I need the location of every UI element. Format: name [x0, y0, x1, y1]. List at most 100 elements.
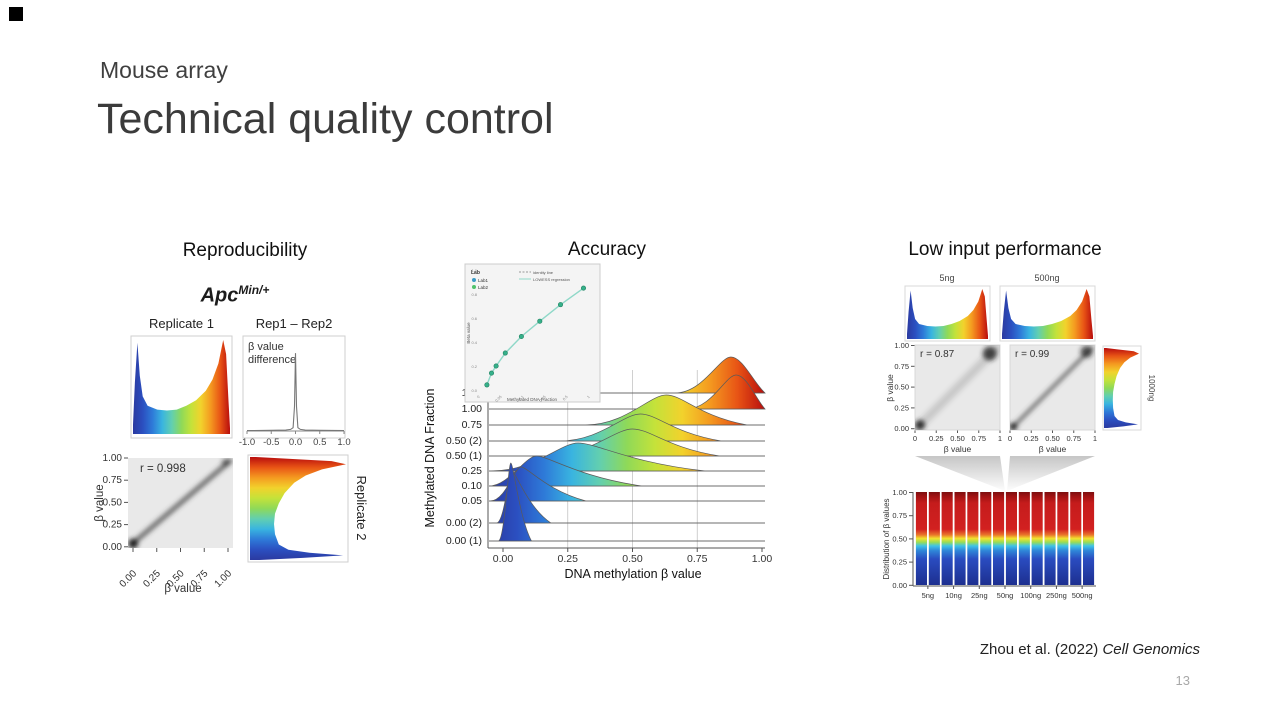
tick-label: 500ng: [1072, 591, 1093, 600]
tick-label: 0.25: [1024, 434, 1039, 443]
tick-label: 0.0: [289, 437, 302, 448]
tick-label: 0.25: [894, 403, 909, 412]
tick-label: 0.0: [471, 388, 477, 393]
tick-label: 0.6: [471, 316, 477, 321]
tick-label: 5ng: [922, 591, 935, 600]
inset-legend-item: Lab2: [478, 285, 489, 290]
tick-label: 0.4: [471, 340, 477, 345]
corner-marker: [9, 7, 23, 21]
tick-label: 0: [1008, 434, 1012, 443]
citation-journal: Cell Genomics: [1102, 641, 1200, 658]
tick-label: 0.00: [103, 542, 123, 553]
tick-label: 0.50 (2): [446, 435, 482, 447]
tick-label: 0.1: [518, 395, 525, 402]
replicate-scatter-density: r = 0.998: [128, 458, 233, 548]
tick-label: 10ng: [945, 591, 962, 600]
tick-label: 0.50: [894, 383, 909, 392]
funnels: [915, 456, 1095, 491]
tick-label: 0.00 (2): [446, 517, 482, 529]
accuracy-ridgeline: 1.001.000.750.50 (2)0.50 (1)0.250.100.05…: [423, 356, 773, 581]
tick-label: 0.50: [950, 434, 965, 443]
panel-header-reproducibility: Reproducibility: [182, 240, 308, 261]
diff-annotation: β value: [248, 341, 284, 353]
tick-label: 1.00: [103, 453, 123, 464]
y-axis-label: Methylated DNA Fraction: [423, 388, 437, 527]
page-number: 13: [1175, 673, 1190, 688]
tick-label: 1: [998, 434, 1002, 443]
tick-label: 0.50: [103, 497, 123, 508]
hist-5ng-title: 5ng: [939, 273, 954, 283]
replicate1-title: Replicate 1: [148, 316, 215, 331]
tick-label: 250ng: [1046, 591, 1067, 600]
tick-label: -0.5: [263, 437, 279, 448]
tick-label: 1.0: [471, 268, 477, 273]
tick-label: 1.0: [337, 437, 350, 448]
tick-label: 0.75: [894, 362, 909, 371]
tick-label: 0.25: [462, 465, 483, 477]
replicate1-histogram: [130, 335, 233, 439]
tick-label: 0.00: [892, 581, 907, 590]
tick-label: 0.00: [118, 568, 140, 590]
y-axis-label: β value: [885, 374, 895, 402]
tick-label: 0.25: [892, 558, 907, 567]
page-title: Technical quality control: [97, 95, 554, 143]
tick-label: 0.75: [103, 475, 123, 486]
tick-label: 1: [1093, 434, 1097, 443]
tick-label: 1.00: [462, 403, 483, 415]
tick-label: 0: [913, 434, 917, 443]
tick-label: 0.00: [493, 553, 514, 565]
tick-label: 1.00: [752, 553, 773, 565]
tick-label: 0.75: [462, 419, 483, 431]
hist-500ng-title: 500ng: [1034, 273, 1059, 283]
inset-legend-item: Lab1: [478, 278, 489, 283]
scatter-5ng: r = 0.87: [914, 344, 1001, 431]
tick-label: 100ng: [1020, 591, 1041, 600]
panel-header-low-input: Low input performance: [908, 239, 1102, 260]
tick-label: 0.05: [462, 495, 483, 507]
tick-label: -1.0: [239, 437, 255, 448]
inset-x-label: Methylated DNA Fraction: [507, 397, 558, 402]
tick-label: 0.75: [892, 511, 907, 520]
panel-header-accuracy: Accuracy: [567, 239, 647, 260]
y-axis-label: Distribution of β values: [882, 498, 891, 579]
tick-label: 0.25: [539, 395, 547, 403]
hist-500ng: 500ng: [999, 273, 1096, 342]
citation: Zhou et al. (2022) Cell Genomics: [979, 641, 1200, 658]
tick-label: 0.50: [1045, 434, 1060, 443]
tick-label: 1.00: [894, 341, 909, 350]
gene-superscript: Min/+: [238, 283, 270, 297]
tick-label: 0.10: [462, 480, 483, 492]
replicate2-title: Replicate 2: [354, 475, 369, 540]
tick-label: 0.5: [562, 395, 569, 402]
tick-label: 0.25: [558, 553, 579, 565]
tick-label: 0.25: [103, 520, 123, 531]
tick-label: 0.2: [471, 364, 477, 369]
scatter-5ng-axes: 1.00 0.75 0.50 0.25 0.00 β value 0 0.25 0.50 0.75…: [885, 341, 1097, 454]
funnel-left: [915, 456, 1005, 491]
tick-label: 0.50 (1): [446, 450, 482, 462]
tick-label: 1.00: [892, 488, 907, 497]
slide-kicker: Mouse array: [100, 57, 228, 83]
funnel-right: [1007, 456, 1095, 491]
diff-annotation: difference: [248, 354, 296, 366]
tick-label: 0.5: [313, 437, 326, 448]
replicate2-histogram: Replicate 2: [247, 454, 369, 563]
hist-1000ng-title: 1000ng: [1147, 375, 1156, 402]
inset-y-label: Beta value: [466, 322, 471, 344]
inset-legend-title: Lab: [471, 270, 480, 276]
tick-label: 0.75: [971, 434, 986, 443]
inset-legend-line: identity line: [533, 270, 554, 275]
hist-5ng: 5ng: [904, 273, 991, 342]
tick-label: 25ng: [971, 591, 988, 600]
tick-label: 1: [586, 395, 590, 399]
tick-label: 0.25: [929, 434, 944, 443]
tick-label: 0: [476, 395, 480, 399]
tick-label: 0.05: [495, 395, 503, 403]
tick-label: 0.75: [1066, 434, 1081, 443]
x-axis-label: β value: [1039, 444, 1067, 454]
correlation-label: r = 0.998: [140, 463, 186, 475]
